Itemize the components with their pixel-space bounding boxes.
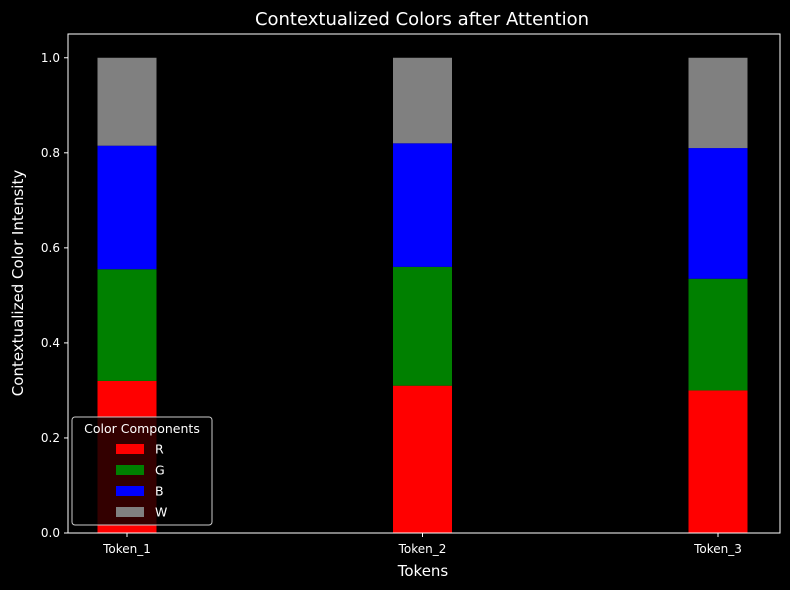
legend-label-w: W (155, 505, 167, 520)
x-axis-title: Tokens (397, 562, 449, 580)
bar-b-token-2 (393, 143, 452, 267)
y-tick-label: 1.0 (41, 51, 60, 65)
y-tick-label: 0.8 (41, 146, 60, 160)
bar-w-token-1 (97, 57, 157, 146)
x-tick-label: Token_1 (102, 542, 151, 556)
x-tick-label: Token_2 (398, 542, 447, 556)
bar-r-token-2 (393, 385, 452, 533)
y-tick-label: 0.6 (41, 241, 60, 255)
legend-title: Color Components (84, 421, 200, 436)
y-axis: 0.0 0.2 0.4 0.6 0.8 1.0 (41, 51, 68, 540)
plot-area-frame (67, 33, 781, 534)
bar-b-token-1 (97, 145, 157, 270)
x-tick-label: Token_3 (693, 542, 742, 556)
legend-label-b: B (155, 484, 164, 499)
y-tick-label: 0.0 (41, 526, 60, 540)
bar-w-token-2 (393, 57, 452, 144)
bars-layer (97, 57, 748, 533)
bar-g-token-1 (97, 269, 157, 381)
chart-title: Contextualized Colors after Attention (255, 9, 589, 30)
bar-g-token-3 (688, 278, 748, 391)
legend-label-r: R (155, 442, 164, 457)
bar-w-token-3 (688, 57, 748, 149)
y-axis-title: Contextualized Color Intensity (9, 170, 27, 397)
y-tick-label: 0.4 (41, 336, 60, 350)
bar-b-token-3 (688, 148, 748, 279)
x-axis: Token_1 Token_2 Token_3 (102, 533, 742, 556)
legend-swatch-b (116, 486, 144, 496)
bar-r-token-3 (688, 390, 748, 533)
y-tick-label: 0.2 (41, 431, 60, 445)
legend-label-g: G (155, 463, 165, 478)
legend-swatch-w (116, 507, 144, 517)
legend-swatch-r (116, 444, 144, 454)
bar-g-token-2 (393, 266, 452, 386)
legend-swatch-g (116, 465, 144, 475)
